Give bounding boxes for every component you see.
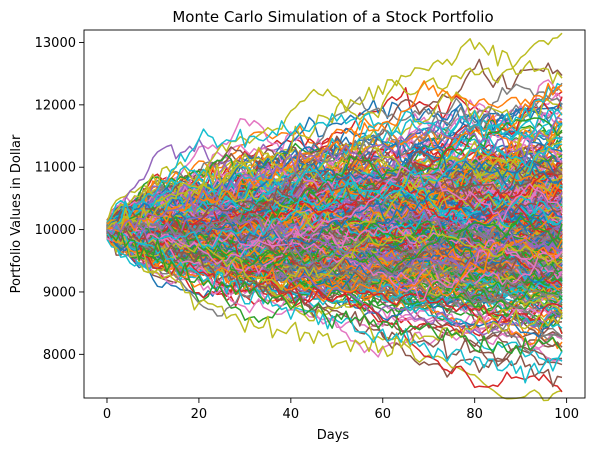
highlight-line-3 [106,227,563,388]
x-tick-label: 20 [191,407,208,422]
chart-title: Monte Carlo Simulation of a Stock Portfo… [172,8,493,26]
simulation-line [106,143,563,250]
simulation-line [106,179,563,234]
highlight-line-7 [106,116,563,236]
x-axis-label: Days [317,428,350,443]
y-axis-label: Portfolio Values in Dollar [9,134,24,293]
simulation-line [106,32,563,250]
simulation-line [106,225,563,291]
simulation-line [106,223,563,304]
y-tick-label: 10000 [35,223,76,238]
y-tick-label: 11000 [35,161,76,176]
simulation-line [106,218,563,302]
simulation-line [106,83,563,238]
highlight-line-1 [106,82,563,242]
simulation-line [106,159,563,245]
simulation-line [106,230,563,364]
highlight-line-0 [106,38,563,233]
simulation-line [106,219,563,378]
simulation-line [106,222,563,292]
x-tick-label: 40 [283,407,300,422]
x-tick-label: 60 [374,407,391,422]
x-tick-label: 80 [466,407,483,422]
x-tick-label: 100 [554,407,579,422]
simulation-line [106,227,563,294]
y-tick-label: 8000 [43,348,76,363]
simulation-line [106,224,563,402]
highlight-line-5 [106,225,563,384]
simulation-line [106,202,563,293]
y-tick-label: 13000 [35,36,76,51]
simulation-line [106,213,563,341]
plot-frame [83,29,586,399]
y-tick-label: 9000 [43,285,76,300]
y-tick-label: 12000 [35,98,76,113]
simulation-line [106,162,563,238]
x-axis-ticks: 0 20 40 60 80 100 [103,398,579,422]
highlight-line-6 [106,229,563,356]
series-lines [106,32,563,402]
simulation-line [106,165,563,265]
highlight-line-2 [106,80,563,233]
simulation-line [106,124,563,228]
y-axis-ticks: 8000 9000 10000 11000 12000 13000 [35,36,84,363]
highlight-line-4 [106,229,563,358]
x-tick-label: 0 [103,407,111,422]
simulation-line [106,228,563,393]
